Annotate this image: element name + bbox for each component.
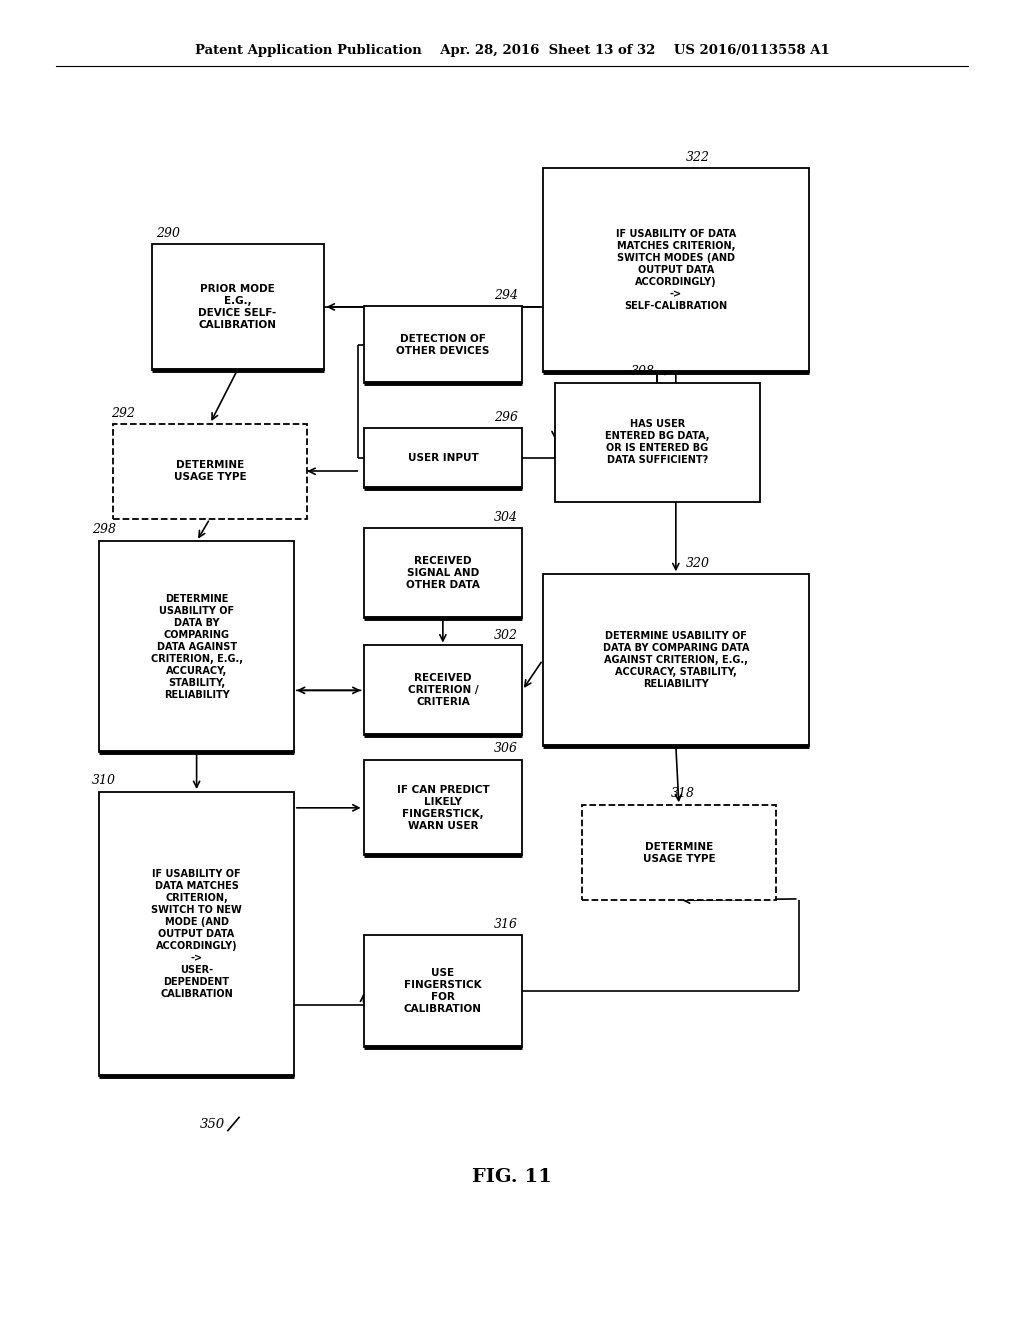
Text: 308: 308 — [631, 364, 654, 378]
Text: 350: 350 — [200, 1118, 225, 1131]
Text: 316: 316 — [494, 917, 517, 931]
Text: 310: 310 — [92, 774, 116, 787]
Bar — [543, 574, 809, 746]
Text: USER INPUT: USER INPUT — [408, 453, 478, 463]
Bar — [99, 541, 294, 752]
Text: 296: 296 — [494, 411, 517, 424]
Text: USE
FINGERSTICK
FOR
CALIBRATION: USE FINGERSTICK FOR CALIBRATION — [403, 968, 482, 1014]
Text: RECEIVED
CRITERION /
CRITERIA: RECEIVED CRITERION / CRITERIA — [408, 673, 478, 708]
Text: IF USABILITY OF DATA
MATCHES CRITERION,
SWITCH MODES (AND
OUTPUT DATA
ACCORDINGL: IF USABILITY OF DATA MATCHES CRITERION, … — [615, 228, 736, 312]
Bar — [364, 645, 522, 735]
Text: DETERMINE USABILITY OF
DATA BY COMPARING DATA
AGAINST CRITERION, E.G.,
ACCURACY,: DETERMINE USABILITY OF DATA BY COMPARING… — [602, 631, 750, 689]
Bar — [152, 244, 324, 370]
Text: 298: 298 — [92, 523, 116, 536]
Text: 306: 306 — [494, 742, 517, 755]
Bar — [99, 792, 294, 1076]
Bar — [364, 428, 522, 488]
Text: 292: 292 — [111, 407, 134, 420]
Text: RECEIVED
SIGNAL AND
OTHER DATA: RECEIVED SIGNAL AND OTHER DATA — [406, 556, 480, 590]
Bar — [555, 383, 760, 502]
Text: DETECTION OF
OTHER DEVICES: DETECTION OF OTHER DEVICES — [396, 334, 489, 355]
Text: DETERMINE
USAGE TYPE: DETERMINE USAGE TYPE — [174, 461, 246, 482]
Bar — [364, 306, 522, 383]
Bar — [582, 805, 776, 900]
Text: Patent Application Publication    Apr. 28, 2016  Sheet 13 of 32    US 2016/01135: Patent Application Publication Apr. 28, … — [195, 44, 829, 57]
Text: 320: 320 — [686, 557, 710, 570]
Text: 302: 302 — [494, 628, 517, 642]
Text: DETERMINE
USAGE TYPE: DETERMINE USAGE TYPE — [643, 842, 715, 863]
Text: 294: 294 — [494, 289, 517, 302]
Bar — [364, 528, 522, 618]
Bar — [364, 935, 522, 1047]
Text: 304: 304 — [494, 511, 517, 524]
Text: IF USABILITY OF
DATA MATCHES
CRITERION,
SWITCH TO NEW
MODE (AND
OUTPUT DATA
ACCO: IF USABILITY OF DATA MATCHES CRITERION, … — [152, 869, 242, 999]
Text: PRIOR MODE
E.G.,
DEVICE SELF-
CALIBRATION: PRIOR MODE E.G., DEVICE SELF- CALIBRATIO… — [199, 284, 276, 330]
Bar — [364, 760, 522, 855]
Text: DETERMINE
USABILITY OF
DATA BY
COMPARING
DATA AGAINST
CRITERION, E.G.,
ACCURACY,: DETERMINE USABILITY OF DATA BY COMPARING… — [151, 594, 243, 700]
Text: 322: 322 — [686, 150, 710, 164]
Text: FIG. 11: FIG. 11 — [472, 1168, 552, 1187]
Bar — [543, 168, 809, 372]
Text: 290: 290 — [156, 227, 179, 240]
Text: IF CAN PREDICT
LIKELY
FINGERSTICK,
WARN USER: IF CAN PREDICT LIKELY FINGERSTICK, WARN … — [396, 785, 489, 830]
Text: 318: 318 — [671, 787, 694, 800]
Bar — [113, 424, 307, 519]
Text: HAS USER
ENTERED BG DATA,
OR IS ENTERED BG
DATA SUFFICIENT?: HAS USER ENTERED BG DATA, OR IS ENTERED … — [605, 420, 710, 465]
